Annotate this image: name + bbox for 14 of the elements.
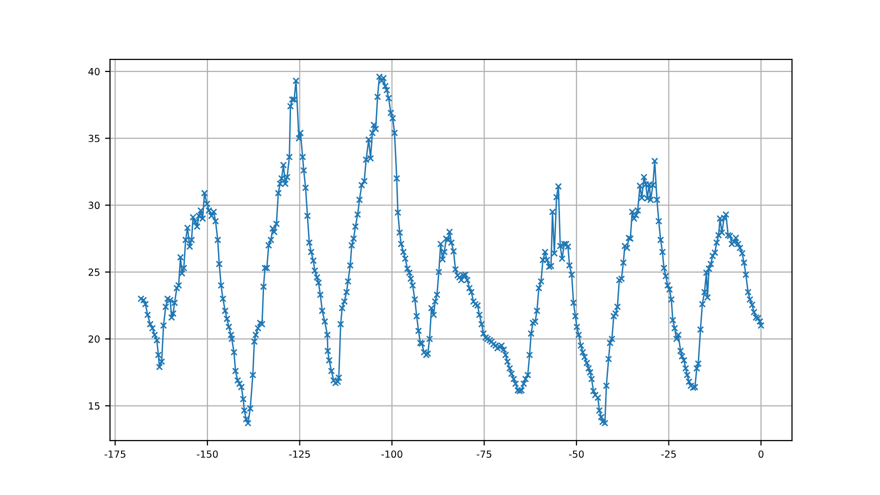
x-tick-label: -125 [289,450,310,458]
x-tick-label: -50 [569,450,584,458]
x-tick-label: -75 [476,450,492,458]
x-tick-label: -150 [196,450,218,458]
y-tick-label: 20 [88,335,100,343]
x-tick-label: 0 [758,450,764,458]
x-tick-label: -25 [661,450,676,458]
y-tick-label: 35 [88,134,100,142]
y-tick-label: 30 [88,202,100,210]
x-tick-label: -100 [381,450,402,458]
y-tick-label: 25 [88,268,100,276]
y-tick-label: 15 [88,402,100,410]
x-tick-label: -175 [104,450,126,458]
y-tick-label: 40 [88,68,100,76]
